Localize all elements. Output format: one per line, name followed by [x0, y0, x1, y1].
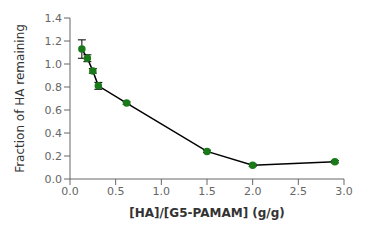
- svg-text:3.0: 3.0: [335, 185, 353, 198]
- svg-text:0.4: 0.4: [45, 127, 63, 140]
- svg-text:0.0: 0.0: [45, 173, 63, 186]
- svg-text:0.0: 0.0: [61, 185, 79, 198]
- svg-text:0.6: 0.6: [45, 104, 63, 117]
- svg-text:2.5: 2.5: [290, 185, 308, 198]
- svg-text:1.5: 1.5: [198, 185, 216, 198]
- svg-text:0.5: 0.5: [107, 185, 125, 198]
- svg-text:1.2: 1.2: [45, 35, 63, 48]
- svg-text:2.0: 2.0: [244, 185, 262, 198]
- svg-text:1.0: 1.0: [45, 58, 63, 71]
- svg-text:0.2: 0.2: [45, 150, 63, 163]
- svg-text:[HA]/[G5-PAMAM] (g/g): [HA]/[G5-PAMAM] (g/g): [129, 206, 285, 220]
- svg-text:1.4: 1.4: [45, 12, 63, 25]
- svg-text:Fraction of HA remaining: Fraction of HA remaining: [13, 24, 27, 173]
- svg-text:1.0: 1.0: [153, 185, 171, 198]
- svg-text:0.8: 0.8: [45, 81, 63, 94]
